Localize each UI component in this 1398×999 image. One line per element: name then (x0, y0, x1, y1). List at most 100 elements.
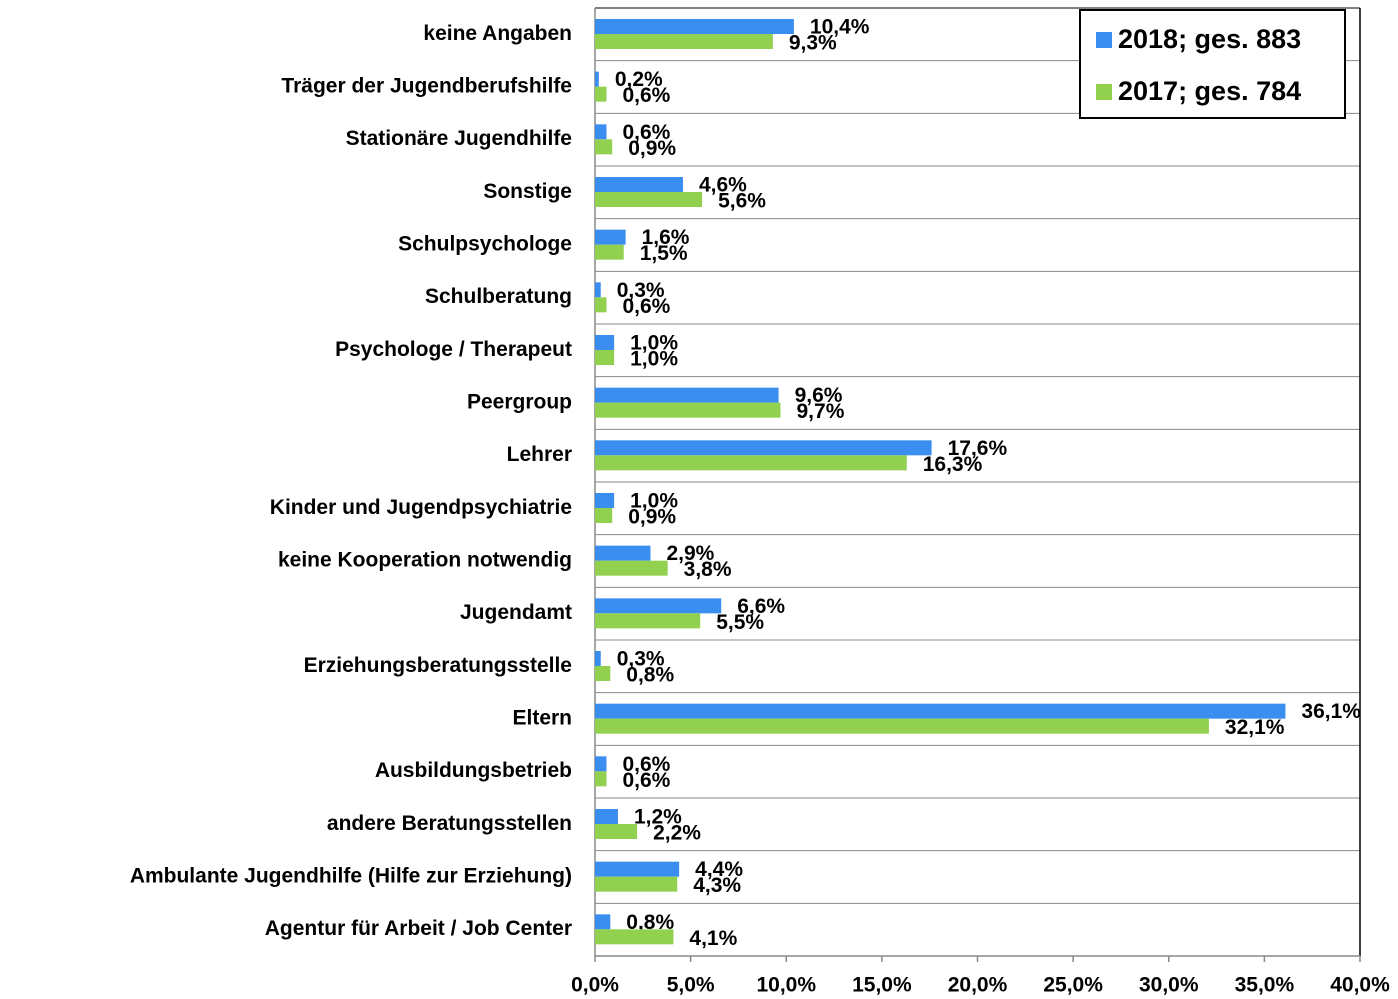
bar (595, 139, 613, 155)
legend-marker (1096, 32, 1112, 48)
bar (595, 756, 607, 772)
bar (595, 809, 618, 824)
bar (595, 440, 932, 456)
value-label: 17,6% (948, 437, 1008, 460)
value-label: 32,1% (1225, 716, 1285, 739)
bar (595, 455, 907, 471)
bar (595, 876, 678, 892)
value-label: 0,2% (615, 68, 663, 91)
bar (595, 560, 668, 576)
bar (595, 86, 607, 102)
category-label: Jugendamt (460, 601, 572, 624)
x-tick-label: 15,0% (852, 974, 912, 997)
bar (595, 861, 680, 877)
bar (595, 19, 794, 34)
value-label: 10,4% (810, 16, 870, 39)
bar (595, 177, 683, 192)
bar (595, 71, 599, 87)
bar (595, 387, 779, 403)
category-label: Ausbildungsbetrieb (375, 759, 572, 782)
value-label: 1,0% (630, 332, 678, 355)
value-label: 16,3% (923, 453, 983, 476)
bar (595, 914, 611, 930)
bar (595, 718, 1209, 734)
category-label: Schulberatung (425, 285, 572, 308)
bar (595, 297, 607, 313)
value-label: 36,1% (1301, 700, 1361, 723)
legend-marker (1096, 84, 1112, 100)
value-label: 0,3% (617, 279, 665, 302)
category-label: keine Kooperation notwendig (278, 549, 572, 572)
bar (595, 613, 701, 629)
bar (595, 703, 1286, 719)
value-label: 2,9% (666, 542, 714, 565)
bar (595, 244, 624, 260)
bar (595, 493, 615, 508)
x-tick-label: 30,0% (1139, 974, 1199, 997)
x-tick-label: 25,0% (1043, 974, 1103, 997)
value-label: 0,6% (622, 84, 670, 107)
category-label: Ambulante Jugendhilfe (Hilfe zur Erziehu… (130, 865, 572, 888)
x-tick-label: 20,0% (948, 974, 1008, 997)
bar (595, 508, 613, 523)
value-label: 1,0% (630, 490, 678, 513)
value-label: 4,3% (693, 874, 741, 897)
category-label: Peergroup (467, 391, 572, 414)
value-label: 0,9% (628, 506, 676, 529)
bar (595, 651, 601, 666)
value-label: 1,2% (634, 806, 682, 829)
bar (595, 34, 773, 49)
category-label: Sonstige (483, 180, 572, 203)
value-label: 1,0% (630, 348, 678, 371)
bar (595, 192, 703, 207)
legend-label: 2018; ges. 883 (1118, 24, 1301, 54)
bar (595, 229, 626, 245)
value-label: 0,8% (626, 664, 674, 687)
bar (595, 335, 615, 350)
bar (595, 598, 722, 614)
value-label: 0,6% (622, 121, 670, 144)
bar (595, 666, 611, 681)
value-label: 1,6% (642, 226, 690, 249)
value-label: 3,8% (684, 558, 732, 581)
value-label: 4,4% (695, 858, 743, 881)
bar (595, 929, 674, 945)
value-label: 0,9% (628, 137, 676, 160)
value-label: 5,6% (718, 190, 766, 213)
x-tick-label: 0,0% (571, 974, 619, 997)
value-label: 9,6% (795, 384, 843, 407)
category-label: Agentur für Arbeit / Job Center (265, 917, 572, 940)
bar (595, 124, 607, 140)
category-label: Träger der Jugendberufshilfe (281, 75, 572, 98)
category-label: Erziehungsberatungsstelle (304, 654, 572, 677)
value-label: 6,6% (737, 595, 785, 618)
category-label: Schulpsychologe (398, 233, 572, 256)
value-label: 9,3% (789, 32, 837, 55)
value-label: 2,2% (653, 822, 701, 845)
category-label: Eltern (512, 707, 572, 730)
legend-box (1079, 9, 1346, 119)
category-label: Lehrer (507, 443, 572, 466)
value-label: 5,5% (716, 611, 764, 634)
value-label: 9,7% (797, 400, 845, 423)
bar (595, 402, 781, 418)
bar (595, 771, 607, 787)
value-label: 0,3% (617, 648, 665, 671)
bar (595, 350, 615, 365)
bar (595, 824, 638, 839)
category-label: keine Angaben (423, 22, 572, 45)
category-label: Psychologe / Therapeut (335, 338, 572, 361)
value-label: 0,6% (622, 753, 670, 776)
value-label: 1,5% (640, 242, 688, 265)
legend-label: 2017; ges. 784 (1118, 76, 1301, 106)
category-label: Kinder und Jugendpsychiatrie (270, 496, 572, 519)
value-label: 4,1% (689, 927, 737, 950)
value-label: 0,8% (626, 911, 674, 934)
x-tick-label: 5,0% (667, 974, 715, 997)
bar (595, 545, 651, 561)
value-label: 0,6% (622, 295, 670, 318)
x-tick-label: 40,0% (1330, 974, 1390, 997)
category-label: Stationäre Jugendhilfe (346, 127, 572, 150)
bar (595, 282, 601, 298)
